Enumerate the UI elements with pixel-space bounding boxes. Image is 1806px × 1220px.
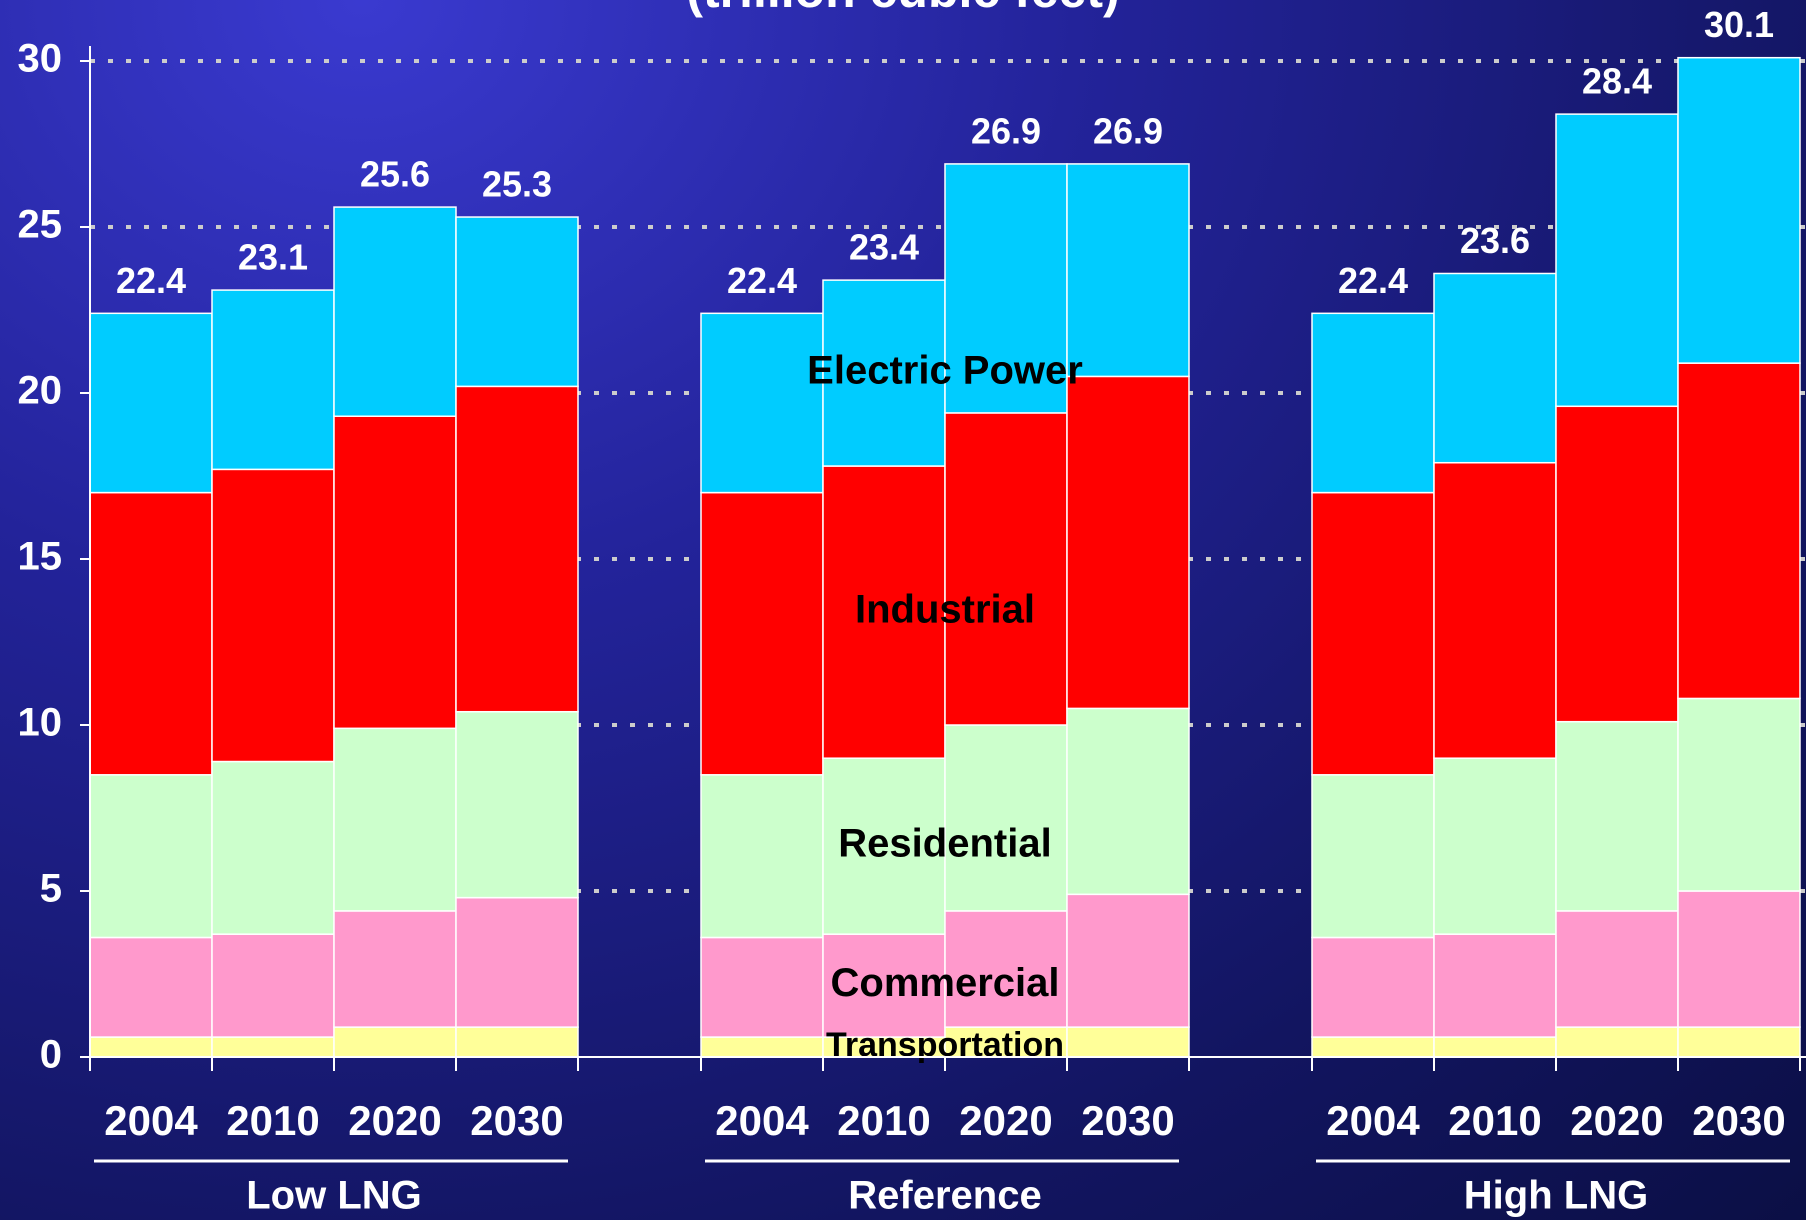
- bar-segment: [1433, 461, 1557, 759]
- bar-segment: [333, 910, 457, 1028]
- bar-segment: [1311, 491, 1435, 776]
- bar-segment: [1433, 1036, 1557, 1058]
- bar-segment: [700, 312, 824, 494]
- x-tick-label: 2020: [348, 1097, 441, 1144]
- bar-segment: [1311, 774, 1435, 939]
- series-label: Commercial: [831, 961, 1060, 1005]
- bar-segment: [333, 415, 457, 730]
- bar-segment: [1066, 1026, 1190, 1058]
- bar-segment: [700, 774, 824, 939]
- bar-segment: [333, 206, 457, 417]
- bar-segment: [1555, 910, 1679, 1028]
- total-label: 23.1: [238, 237, 308, 278]
- bar-segment: [89, 936, 213, 1038]
- bar-segment: [822, 757, 946, 935]
- y-tick-label: 20: [18, 369, 63, 413]
- bar-segment: [89, 491, 213, 776]
- group-label: High LNG: [1464, 1174, 1648, 1218]
- bar-segment: [1677, 362, 1801, 700]
- y-tick-label: 15: [18, 535, 63, 579]
- total-label: 22.4: [1338, 260, 1408, 301]
- total-label: 26.9: [971, 110, 1041, 151]
- bar-segment: [333, 727, 457, 912]
- y-tick-label: 25: [18, 203, 63, 247]
- series-label: Electric Power: [807, 349, 1083, 393]
- bar-segment: [1066, 707, 1190, 896]
- bar-segment: [89, 774, 213, 939]
- bar-segment: [1433, 933, 1557, 1038]
- bar-segment: [89, 1036, 213, 1058]
- x-tick-label: 2004: [715, 1097, 809, 1144]
- x-tick-label: 2004: [1326, 1097, 1420, 1144]
- bar-segment: [333, 1026, 457, 1058]
- x-tick-label: 2010: [837, 1097, 930, 1144]
- bar-segment: [822, 465, 946, 759]
- total-label: 30.1: [1704, 4, 1774, 45]
- bar-segment: [944, 910, 1068, 1028]
- group-label: Low LNG: [246, 1174, 422, 1218]
- bar-segment: [1311, 312, 1435, 494]
- bar-segment: [211, 468, 335, 763]
- x-tick-label: 2020: [959, 1097, 1052, 1144]
- bar-segment: [1433, 272, 1557, 464]
- total-label: 23.6: [1460, 220, 1530, 261]
- x-tick-label: 2030: [470, 1097, 563, 1144]
- y-tick-label: 10: [18, 701, 63, 745]
- x-tick-label: 2010: [1448, 1097, 1541, 1144]
- bar-segment: [455, 710, 579, 899]
- series-label: Residential: [838, 822, 1051, 866]
- total-label: 22.4: [727, 260, 797, 301]
- bar-segment: [1311, 1036, 1435, 1058]
- series-label: Industrial: [855, 588, 1035, 632]
- y-tick-label: 0: [40, 1033, 62, 1077]
- bar-segment: [1677, 56, 1801, 364]
- bar-segment: [700, 936, 824, 1038]
- bar-segment: [455, 216, 579, 388]
- total-label: 28.4: [1582, 61, 1652, 102]
- bar-segment: [211, 933, 335, 1038]
- bar-segment: [455, 896, 579, 1028]
- x-tick-label: 2030: [1081, 1097, 1174, 1144]
- bar-segment: [455, 385, 579, 713]
- total-label: 26.9: [1093, 110, 1163, 151]
- total-label: 22.4: [116, 260, 186, 301]
- x-tick-label: 2004: [104, 1097, 198, 1144]
- bar-segment: [1066, 893, 1190, 1028]
- bar-segment: [455, 1026, 579, 1058]
- total-label: 25.6: [360, 154, 430, 195]
- bar-segment: [1677, 890, 1801, 1028]
- bar-segment: [1311, 936, 1435, 1038]
- bar-segment: [700, 1036, 824, 1058]
- bar-segment: [1555, 113, 1679, 408]
- bar-segment: [944, 412, 1068, 726]
- bar-segment: [211, 760, 335, 935]
- x-tick-label: 2020: [1570, 1097, 1663, 1144]
- bar-segment: [1555, 405, 1679, 723]
- bar-segment: [944, 1026, 1068, 1058]
- bar-segment: [211, 289, 335, 471]
- bar-segment: [1677, 697, 1801, 892]
- bar-segment: [822, 279, 946, 467]
- bar-segment: [1066, 375, 1190, 710]
- y-tick-label: 5: [40, 867, 62, 911]
- chart-title: (trillion cubic feet): [686, 0, 1119, 18]
- total-label: 25.3: [482, 164, 552, 205]
- bar-segment: [1433, 757, 1557, 935]
- bar-segment: [1555, 720, 1679, 912]
- x-tick-label: 2010: [226, 1097, 319, 1144]
- bar-segment: [944, 163, 1068, 414]
- bar-segment: [211, 1036, 335, 1058]
- bar-segment: [1555, 1026, 1679, 1058]
- bar-segment: [1066, 163, 1190, 378]
- bar-segment: [944, 724, 1068, 912]
- group-label: Reference: [848, 1174, 1041, 1218]
- bar-segment: [1677, 1026, 1801, 1058]
- bar-segment: [89, 312, 213, 494]
- x-tick-label: 2030: [1692, 1097, 1785, 1144]
- bar-segment: [700, 491, 824, 776]
- y-tick-label: 30: [18, 37, 63, 81]
- total-label: 23.4: [849, 227, 919, 268]
